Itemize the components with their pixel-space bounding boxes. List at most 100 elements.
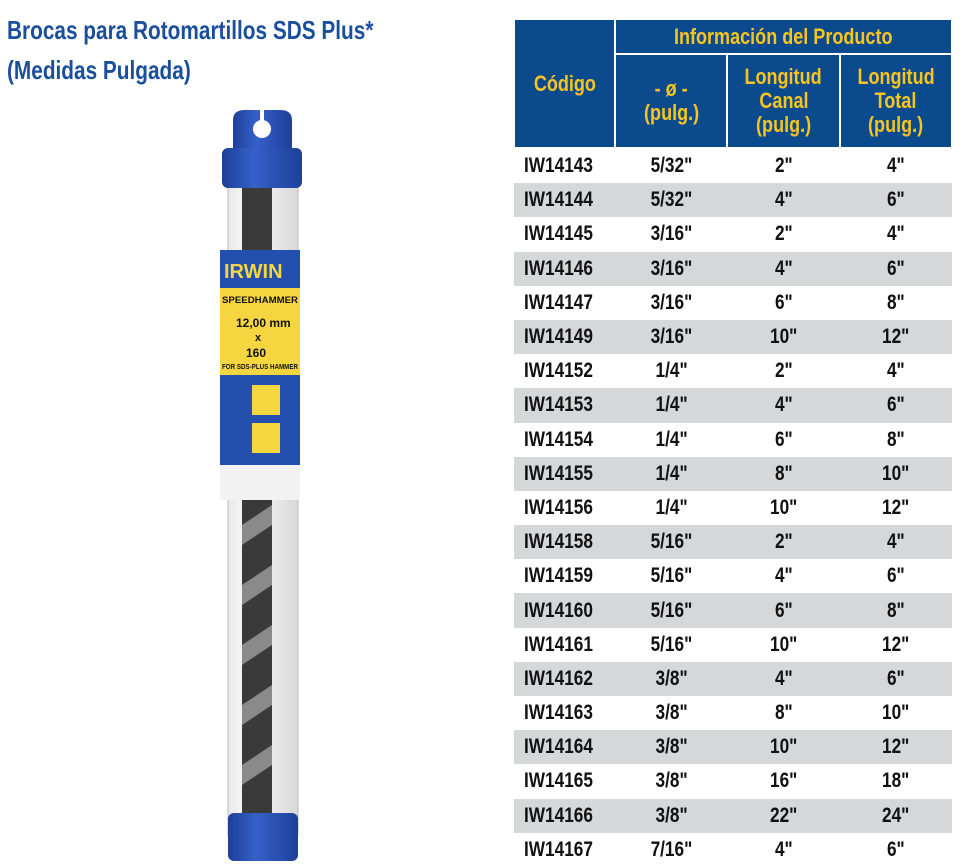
header-diameter: - ø - (pulg.)	[613, 53, 729, 149]
table-row: IW14166 3/8" 22" 24"	[514, 798, 952, 833]
table-row: IW14167 7/16" 4" 6"	[514, 833, 952, 867]
cell-total-length: 6"	[839, 388, 952, 423]
cell-total-length: 4"	[839, 525, 952, 560]
cell-total-length: 6"	[839, 661, 952, 696]
table-row: IW14152 1/4" 2" 4"	[514, 354, 952, 388]
label-line-3: x	[255, 332, 262, 344]
page-title: Brocas para Rotomartillos SDS Plus* (Med…	[7, 10, 373, 90]
cell-diameter: 3/16"	[650, 222, 693, 246]
cell-code: IW14165	[524, 769, 593, 793]
cell-canal-length: 10"	[769, 495, 798, 519]
title-line-1: Brocas para Rotomartillos SDS Plus*	[7, 15, 374, 45]
cell-total-length: 6"	[839, 251, 952, 286]
brand-logo: IRWIN	[224, 261, 283, 283]
cell-total-length: 4"	[886, 222, 905, 246]
table-row: IW14156 1/4" 10" 12"	[514, 491, 952, 525]
cell-canal-length: 8"	[727, 456, 840, 491]
cell-diameter: 5/32"	[615, 183, 728, 218]
table-row: IW14162 3/8" 4" 6"	[514, 661, 952, 696]
cell-code: IW14160	[514, 593, 615, 628]
header-product-info: Información del Producto	[614, 18, 953, 55]
cell-canal-length: 10"	[727, 730, 840, 765]
cell-diameter: 1/4"	[615, 388, 728, 423]
cell-code: IW14153	[514, 388, 615, 423]
cell-canal-length: 10"	[727, 319, 840, 355]
cell-canal-length: 10"	[769, 632, 798, 656]
cell-total-length: 12"	[839, 319, 952, 355]
cell-canal-length: 4"	[727, 251, 840, 286]
cell-code: IW14164	[514, 730, 615, 765]
cell-code: IW14154	[524, 427, 593, 451]
cell-diameter: 3/8"	[615, 798, 728, 833]
cell-total-length: 10"	[882, 701, 910, 725]
table-row: IW14161 5/16" 10" 12"	[514, 628, 952, 662]
cell-code: IW14163	[524, 701, 593, 725]
drill-flutes	[242, 505, 272, 785]
cell-code: IW14167	[524, 837, 593, 861]
title-line-2: (Medidas Pulgada)	[7, 55, 191, 85]
cell-code: IW14145	[524, 222, 593, 246]
cell-canal-length: 2"	[774, 222, 793, 246]
cell-canal-length: 8"	[774, 701, 793, 725]
cell-code: IW14149	[514, 319, 615, 355]
cell-diameter: 1/4"	[655, 427, 688, 451]
cell-code: IW14156	[524, 495, 593, 519]
table-row: IW14160 5/16" 6" 8"	[514, 593, 952, 628]
cell-total-length: 12"	[882, 495, 910, 519]
cell-diameter: 3/8"	[655, 701, 688, 725]
label-line-4: 160	[246, 346, 266, 360]
label-line-5: FOR SDS-PLUS HAMMER	[222, 364, 298, 371]
bottom-cap	[228, 813, 298, 861]
table-row: IW14159 5/16" 4" 6"	[514, 559, 952, 593]
cell-diameter: 3/8"	[615, 730, 728, 765]
cell-total-length: 8"	[886, 290, 905, 314]
cell-diameter: 5/32"	[650, 154, 693, 178]
cell-diameter: 3/8"	[615, 661, 728, 696]
table-row: IW14149 3/16" 10" 12"	[514, 319, 952, 355]
table-row: IW14164 3/8" 10" 12"	[514, 730, 952, 765]
cell-code: IW14166	[514, 798, 615, 833]
cell-canal-length: 16"	[769, 769, 798, 793]
cell-code: IW14158	[514, 525, 615, 560]
table-row: IW14154 1/4" 6" 8"	[514, 423, 952, 457]
cell-total-length: 8"	[886, 427, 905, 451]
cell-canal-length: 4"	[774, 837, 793, 861]
cell-diameter: 1/4"	[655, 359, 688, 383]
cell-canal-length: 2"	[727, 525, 840, 560]
cell-code: IW14161	[524, 632, 593, 656]
header-total-length: Longitud Total (pulg.)	[838, 53, 954, 149]
drill-bit-tube-image: IRWIN SPEEDHAMMER 12,00 mm x 160 FOR SDS…	[220, 110, 302, 861]
cell-total-length: 8"	[839, 593, 952, 628]
table-row: IW14143 5/32" 2" 4"	[514, 148, 952, 183]
cell-diameter: 1/4"	[655, 495, 688, 519]
header-code: Código	[513, 18, 616, 149]
cell-total-length: 10"	[839, 456, 952, 491]
cell-total-length: 6"	[886, 837, 905, 861]
cell-total-length: 24"	[839, 798, 952, 833]
cell-diameter: 3/8"	[655, 769, 688, 793]
cell-diameter: 5/16"	[650, 564, 693, 588]
cell-total-length: 4"	[886, 359, 905, 383]
table-row: IW14165 3/8" 16" 18"	[514, 764, 952, 798]
cell-diameter: 7/16"	[650, 837, 693, 861]
cell-diameter: 5/16"	[650, 632, 693, 656]
cell-diameter: 3/16"	[650, 290, 693, 314]
cell-total-length: 4"	[886, 154, 905, 178]
cell-total-length: 18"	[882, 769, 910, 793]
cell-diameter: 1/4"	[615, 456, 728, 491]
cell-canal-length: 2"	[774, 359, 793, 383]
cell-diameter: 5/16"	[615, 593, 728, 628]
cell-canal-length: 4"	[774, 564, 793, 588]
header-canal-length: Longitud Canal (pulg.)	[726, 53, 841, 149]
cell-canal-length: 6"	[727, 593, 840, 628]
cell-total-length: 12"	[839, 730, 952, 765]
table-row: IW14146 3/16" 4" 6"	[514, 251, 952, 286]
table-row: IW14144 5/32" 4" 6"	[514, 183, 952, 218]
cell-code: IW14143	[524, 154, 593, 178]
cell-canal-length: 6"	[774, 290, 793, 314]
cell-diameter: 5/16"	[615, 525, 728, 560]
cell-code: IW14162	[514, 661, 615, 696]
cell-code: IW14144	[514, 183, 615, 218]
cell-total-length: 6"	[886, 564, 905, 588]
table-row: IW14163 3/8" 8" 10"	[514, 696, 952, 730]
